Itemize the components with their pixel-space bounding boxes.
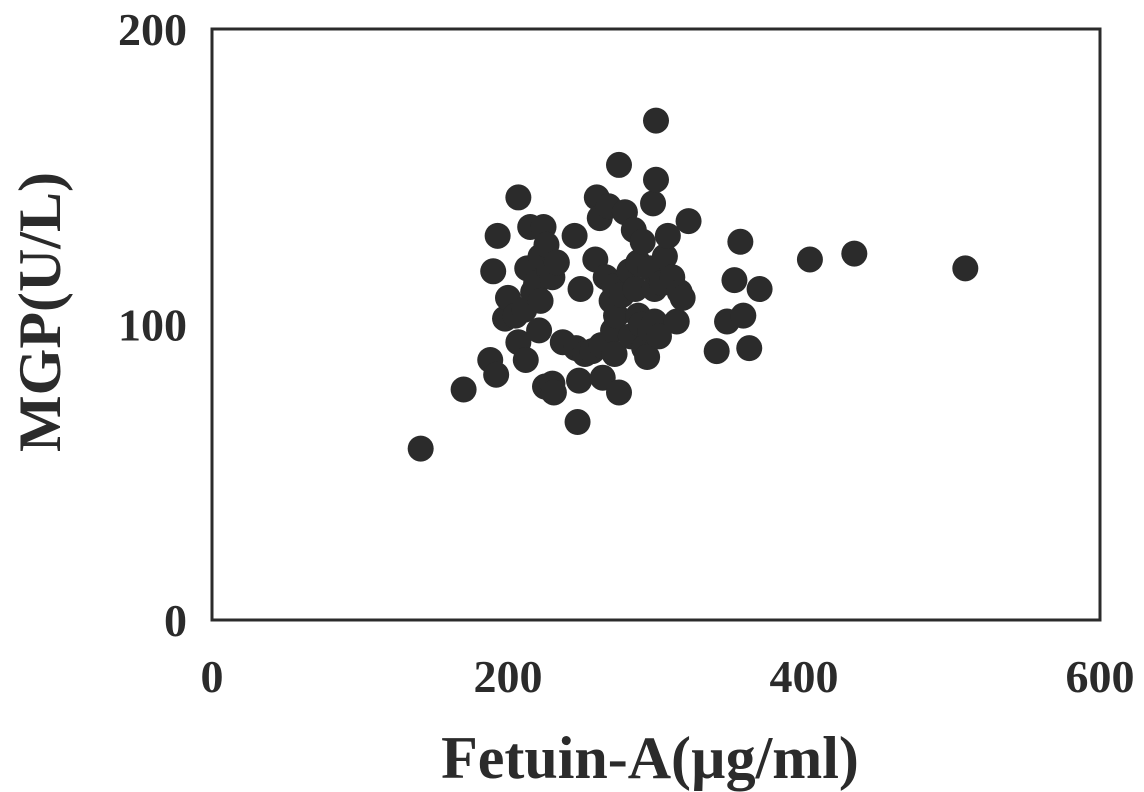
data-point — [527, 287, 554, 314]
data-point — [567, 276, 594, 303]
data-points — [407, 107, 979, 462]
data-point — [727, 228, 754, 255]
x-tick-label: 400 — [770, 651, 839, 702]
data-point — [645, 323, 672, 350]
data-point — [564, 409, 591, 436]
data-point — [663, 308, 690, 335]
data-point — [952, 255, 979, 282]
x-axis-title: Fetuin-A(µg/ml) — [441, 725, 859, 791]
data-point — [540, 379, 567, 406]
data-point — [841, 240, 868, 267]
data-point — [526, 317, 553, 344]
data-point — [407, 435, 434, 462]
x-tick-label: 0 — [201, 651, 224, 702]
axis-ticks: 0 200 400 600 0 100 200 — [118, 4, 1135, 702]
data-point — [640, 190, 667, 217]
data-point — [622, 276, 649, 303]
plot-frame — [210, 27, 1102, 622]
data-point — [736, 335, 763, 362]
data-point — [561, 222, 588, 249]
data-point — [480, 258, 507, 285]
y-axis-title: MGP(U/L) — [7, 172, 73, 452]
data-point — [512, 346, 539, 373]
data-point — [543, 249, 570, 276]
data-point — [603, 302, 630, 329]
data-point — [651, 243, 678, 270]
data-point — [730, 302, 757, 329]
data-point — [675, 208, 702, 235]
data-point — [601, 341, 628, 368]
x-tick-label: 600 — [1066, 651, 1135, 702]
data-point — [634, 344, 661, 371]
data-point — [721, 267, 748, 294]
data-point — [643, 107, 669, 134]
y-tick-label: 200 — [118, 4, 187, 55]
data-point — [654, 222, 681, 249]
data-point — [746, 276, 773, 303]
data-point — [483, 361, 510, 388]
data-point — [450, 376, 477, 403]
data-point — [629, 228, 656, 255]
x-tick-label: 200 — [474, 651, 543, 702]
data-point — [643, 166, 669, 193]
data-point — [703, 338, 730, 365]
data-point — [484, 222, 511, 249]
data-point — [505, 184, 532, 211]
y-tick-label: 0 — [164, 595, 187, 646]
data-point — [669, 284, 696, 311]
data-point — [606, 379, 632, 406]
data-point — [606, 151, 632, 178]
data-point — [566, 367, 593, 394]
data-point — [796, 246, 823, 273]
y-tick-label: 100 — [118, 300, 187, 351]
